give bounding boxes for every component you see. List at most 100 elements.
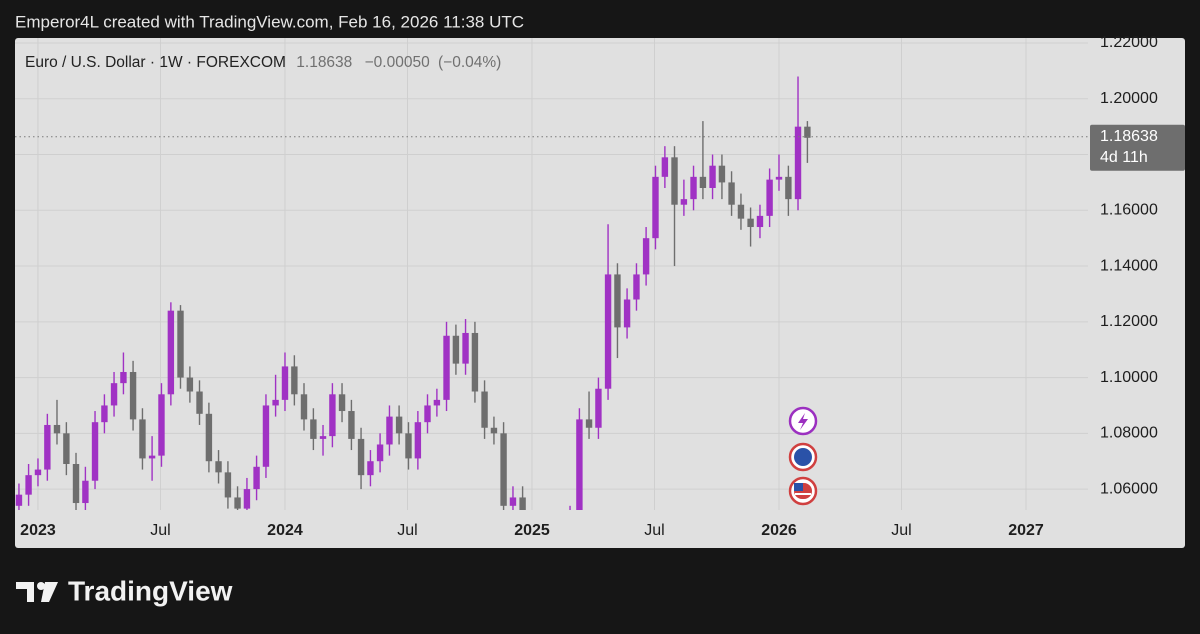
candle-body <box>186 377 194 392</box>
y-tick-label: 1.20000 <box>1100 90 1158 107</box>
candle-body <box>452 335 460 364</box>
candle-body <box>804 126 811 138</box>
x-tick-label: 2027 <box>1008 522 1044 539</box>
candle-body <box>300 394 308 420</box>
candle-body <box>386 416 393 445</box>
candle-body <box>224 472 232 498</box>
candle-body <box>671 157 678 205</box>
candle-body <box>680 199 688 205</box>
symbol-title: Euro / U.S. Dollar · 1W · FOREXCOM <box>25 54 286 71</box>
event-icons <box>788 406 818 506</box>
candle-body <box>319 436 327 439</box>
candle-body <box>652 176 659 239</box>
candle-body <box>443 335 450 400</box>
candle-body <box>367 461 374 476</box>
candle-body <box>585 419 593 428</box>
candle-body <box>747 218 754 228</box>
candle-body <box>158 394 165 456</box>
candle-body <box>775 176 783 180</box>
y-tick-label: 1.16000 <box>1100 202 1158 219</box>
x-tick-label: 2024 <box>267 522 303 539</box>
candle-body <box>120 371 127 384</box>
y-tick-label: 1.12000 <box>1100 313 1158 330</box>
candle-body <box>357 438 365 476</box>
candle-body <box>91 422 99 481</box>
candle-body <box>25 475 32 495</box>
eu-flag <box>794 448 812 466</box>
candle-body <box>139 419 146 459</box>
candle-body <box>481 391 488 428</box>
candle-body <box>728 182 735 205</box>
candle-body <box>205 413 213 462</box>
candle-body <box>424 405 431 423</box>
candle-body <box>101 405 108 423</box>
candle-body <box>490 427 498 434</box>
y-tick-label: 1.08000 <box>1100 425 1158 442</box>
candle-body <box>794 126 802 200</box>
candle-body <box>63 433 70 464</box>
candle-body <box>72 463 80 504</box>
legend-change: −0.00050 <box>365 54 430 71</box>
candle-body <box>329 394 336 437</box>
candle-body <box>661 157 669 177</box>
brand: TradingView <box>68 575 233 606</box>
last-price-label: 1.18638 <box>1100 128 1158 145</box>
candle-body <box>471 332 479 392</box>
legend-change-percent: (−0.04%) <box>438 54 501 71</box>
candle-body <box>756 215 764 228</box>
candle-body <box>737 204 745 219</box>
x-tick-label: 2026 <box>761 522 797 539</box>
candle-body <box>414 422 422 459</box>
candle-body <box>262 405 270 467</box>
candle-body <box>642 238 650 275</box>
x-tick-label: 2023 <box>20 522 56 539</box>
candle-body <box>633 274 640 300</box>
candle-body <box>281 366 289 400</box>
y-tick-label: 1.06000 <box>1100 480 1158 497</box>
candle-body <box>110 383 118 406</box>
candle-body <box>709 165 716 188</box>
last-price-box <box>1090 124 1185 171</box>
axes: 2023 Jul 2024 Jul 2025 Jul 2026 Jul 2027 1.06000 1… <box>15 34 1185 539</box>
x-tick-label: Jul <box>150 522 170 539</box>
candle-body <box>177 310 184 378</box>
candle-body <box>690 176 697 200</box>
y-tick-label: 1.10000 <box>1100 369 1158 386</box>
candle-body <box>272 399 279 406</box>
candle-body <box>509 497 517 506</box>
x-tick-label: Jul <box>644 522 664 539</box>
candle-body <box>433 399 441 406</box>
candle-body <box>376 444 384 462</box>
candle-body <box>15 494 23 506</box>
candle-body <box>462 332 469 364</box>
x-tick-label: 2025 <box>514 522 550 539</box>
candle-body <box>699 176 707 188</box>
candle-body <box>348 411 355 439</box>
candle-body <box>338 394 346 412</box>
candle-body <box>766 179 773 216</box>
candle-body <box>519 497 526 510</box>
candle-body <box>129 371 137 420</box>
countdown: 4d 11h <box>1100 149 1148 166</box>
candle-body <box>253 466 260 490</box>
candle-body <box>614 274 621 328</box>
candle-body <box>595 388 602 428</box>
candle-body <box>53 424 61 434</box>
candle-body <box>576 419 583 510</box>
lightning <box>798 413 808 430</box>
candle-body <box>34 469 42 476</box>
candle-body <box>148 455 156 459</box>
candle-body <box>405 433 412 459</box>
candle-body <box>718 165 726 183</box>
candle-body <box>234 497 241 509</box>
x-tick-label: Jul <box>397 522 417 539</box>
logo-mark <box>16 582 34 602</box>
candle-body <box>623 299 631 328</box>
legend: Euro / U.S. Dollar · 1W · FOREXCOM 1.186… <box>25 54 501 71</box>
candle-body <box>604 274 612 389</box>
y-tick-label: 1.14000 <box>1100 257 1158 274</box>
logo-dot <box>37 582 45 590</box>
y-tick-label: 1.22000 <box>1100 34 1158 51</box>
credit: Emperor4L created with TradingView.com, … <box>15 12 524 31</box>
